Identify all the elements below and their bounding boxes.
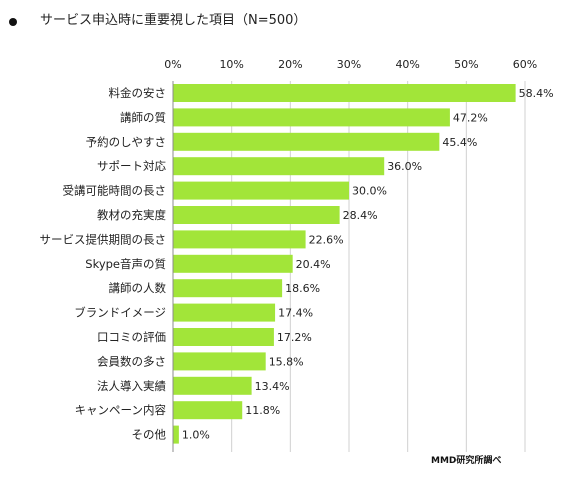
chart-title: サービス申込時に重要視した項目（N=500） <box>40 13 307 28</box>
data-label: 22.6% <box>309 233 344 246</box>
data-labels: 58.4% 47.2% 45.4% 36.0%30.0% 28.4% 22.6% 20.4%… <box>182 87 554 442</box>
data-label: 11.8% <box>245 404 280 417</box>
x-axis-ticks: 0% 10% 20% 30% 40% 50% 60% <box>164 58 537 71</box>
data-label: 18.6% <box>285 282 320 295</box>
data-label: 36.0% <box>387 160 422 173</box>
data-label: 1.0% <box>182 429 210 442</box>
title-bullet-icon <box>9 18 17 26</box>
category-label: 講師の質 <box>120 110 166 124</box>
data-label: 28.4% <box>343 209 378 222</box>
bar <box>173 352 266 371</box>
data-label: 45.4% <box>442 136 477 149</box>
x-tick-label: 60% <box>513 58 537 71</box>
bar <box>173 132 440 151</box>
bar <box>173 328 274 346</box>
bar <box>173 401 243 420</box>
x-tick-label: 0% <box>164 58 181 71</box>
bar <box>173 206 340 224</box>
x-tick-label: 50% <box>454 58 478 71</box>
category-label: 法人導入実績 <box>97 379 166 393</box>
x-tick-label: 20% <box>278 58 302 71</box>
bar <box>173 376 252 395</box>
category-label: サポート対応 <box>97 159 166 173</box>
bar <box>173 181 349 200</box>
bar <box>173 157 385 176</box>
bar <box>173 303 276 322</box>
data-label: 47.2% <box>453 111 488 124</box>
data-label: 30.0% <box>352 185 387 198</box>
bar <box>173 254 293 273</box>
bar <box>173 230 306 249</box>
category-label: 受講可能時間の長さ <box>63 184 167 198</box>
data-label: 15.8% <box>269 355 304 368</box>
x-tick-label: 30% <box>337 58 361 71</box>
data-label: 20.4% <box>296 258 331 271</box>
data-label: 17.2% <box>277 331 312 344</box>
data-label: 13.4% <box>255 380 290 393</box>
x-tick-label: 40% <box>395 58 419 71</box>
category-label: ブランドイメージ <box>74 306 166 320</box>
bar <box>173 108 450 127</box>
category-label: 口コミの評価 <box>97 330 166 344</box>
category-label: その他 <box>132 428 167 442</box>
category-label: Skype音声の質 <box>85 257 166 271</box>
category-label: 料金の安さ <box>109 86 167 100</box>
data-label: 58.4% <box>519 87 554 100</box>
category-label: 会員数の多さ <box>97 354 166 368</box>
category-label: 講師の人数 <box>109 281 167 295</box>
category-label: サービス提供期間の長さ <box>40 232 167 246</box>
category-label: 予約のしやすさ <box>86 135 166 149</box>
bar <box>173 84 516 102</box>
category-label: キャンペーン内容 <box>75 403 167 417</box>
bar <box>173 425 179 444</box>
bars <box>173 84 516 444</box>
category-labels: 料金の安さ講師の質予約のしやすさサポート対応受講可能時間の長さ教材の充実度サービ… <box>40 86 167 442</box>
data-label: 17.4% <box>278 307 313 320</box>
bar <box>173 279 283 298</box>
x-tick-label: 10% <box>219 58 243 71</box>
source-note: MMD研究所調べ <box>431 456 502 466</box>
category-label: 教材の充実度 <box>97 208 166 222</box>
